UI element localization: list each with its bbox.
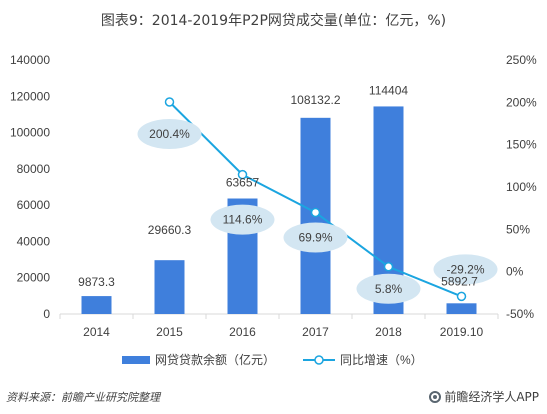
bar-value-label: 114404 — [369, 83, 408, 97]
bar — [81, 296, 112, 314]
growth-label-bubble — [137, 118, 202, 149]
growth-point — [237, 169, 248, 180]
y-right-tick-label: -50% — [506, 307, 534, 321]
legend: 网贷贷款余额（亿元） 同比增速（%） — [122, 352, 423, 367]
growth-label-bubble — [433, 254, 498, 285]
growth-point — [164, 97, 175, 107]
x-tick-label: 2014 — [83, 325, 110, 339]
legend-label-bar: 网贷贷款余额（亿元） — [155, 352, 275, 367]
y-left-tick-label: 80000 — [17, 162, 51, 176]
brand-name: 前瞻经济学人APP — [444, 390, 539, 404]
source-note: 资料来源：前瞻产业研究院整理 — [6, 391, 160, 404]
bar — [154, 260, 185, 314]
y-right-tick-label: 0% — [506, 265, 524, 279]
brand-logo-icon — [429, 390, 442, 403]
data-labels: 200.4% 114.6% 69.9% 5.8% -29.2% 9873.3 29660.3… — [78, 83, 498, 304]
y-left-tick-label: 0 — [43, 307, 50, 321]
chart-title: 图表9：2014-2019年P2P网贷成交量(单位：亿元，%) — [100, 13, 447, 29]
legend-label-line: 同比增速（%） — [340, 353, 423, 367]
y-right-tick-label: 50% — [506, 222, 530, 236]
x-tick-label: 2015 — [156, 325, 183, 339]
brand-mark: 前瞻经济学人APP — [429, 388, 539, 405]
bar-value-label: 9873.3 — [78, 275, 115, 289]
growth-point — [310, 207, 321, 218]
y-left-tick-label: 40000 — [17, 234, 51, 248]
y-left-tick-label: 20000 — [17, 271, 51, 285]
x-tick-label: 2018 — [375, 325, 402, 339]
y-left-tick-label: 100000 — [10, 126, 50, 140]
x-tick-label: 2019.10 — [440, 325, 484, 339]
y-left-tick-label: 140000 — [10, 53, 50, 67]
y-left-tick-label: 120000 — [10, 89, 50, 103]
growth-label: -29.2% — [446, 262, 484, 276]
y-right-tick-label: 200% — [506, 95, 537, 109]
x-tick-label: 2016 — [229, 325, 256, 339]
growth-point — [456, 291, 467, 302]
legend-swatch-point — [314, 355, 324, 365]
y-right-tick-label: 250% — [506, 53, 537, 67]
growth-point — [383, 262, 394, 272]
y-left-tick-label: 60000 — [17, 198, 51, 212]
chart-axes: 0 20000 40000 60000 80000 100000 120000 140000 -… — [10, 53, 537, 339]
bar-value-label: 63657 — [226, 176, 260, 190]
growth-label: 5.8% — [375, 282, 403, 296]
bar-value-label: 5892.7 — [441, 274, 478, 288]
bar-series — [81, 106, 477, 315]
x-tick-label: 2017 — [302, 325, 329, 339]
bar — [446, 303, 477, 314]
growth-label: 69.9% — [298, 230, 332, 244]
line-series — [164, 97, 467, 302]
bar-value-label: 108132.2 — [290, 93, 340, 107]
y-right-tick-label: 150% — [506, 138, 537, 152]
growth-label-bubble — [210, 204, 275, 235]
y-right-tick-label: 100% — [506, 180, 537, 194]
bar-value-label: 29660.3 — [148, 223, 192, 237]
growth-label-bubble — [356, 273, 421, 304]
legend-swatch-bar — [122, 356, 150, 364]
growth-label: 200.4% — [149, 127, 190, 141]
growth-label-bubble — [283, 222, 348, 253]
growth-label: 114.6% — [223, 213, 263, 227]
